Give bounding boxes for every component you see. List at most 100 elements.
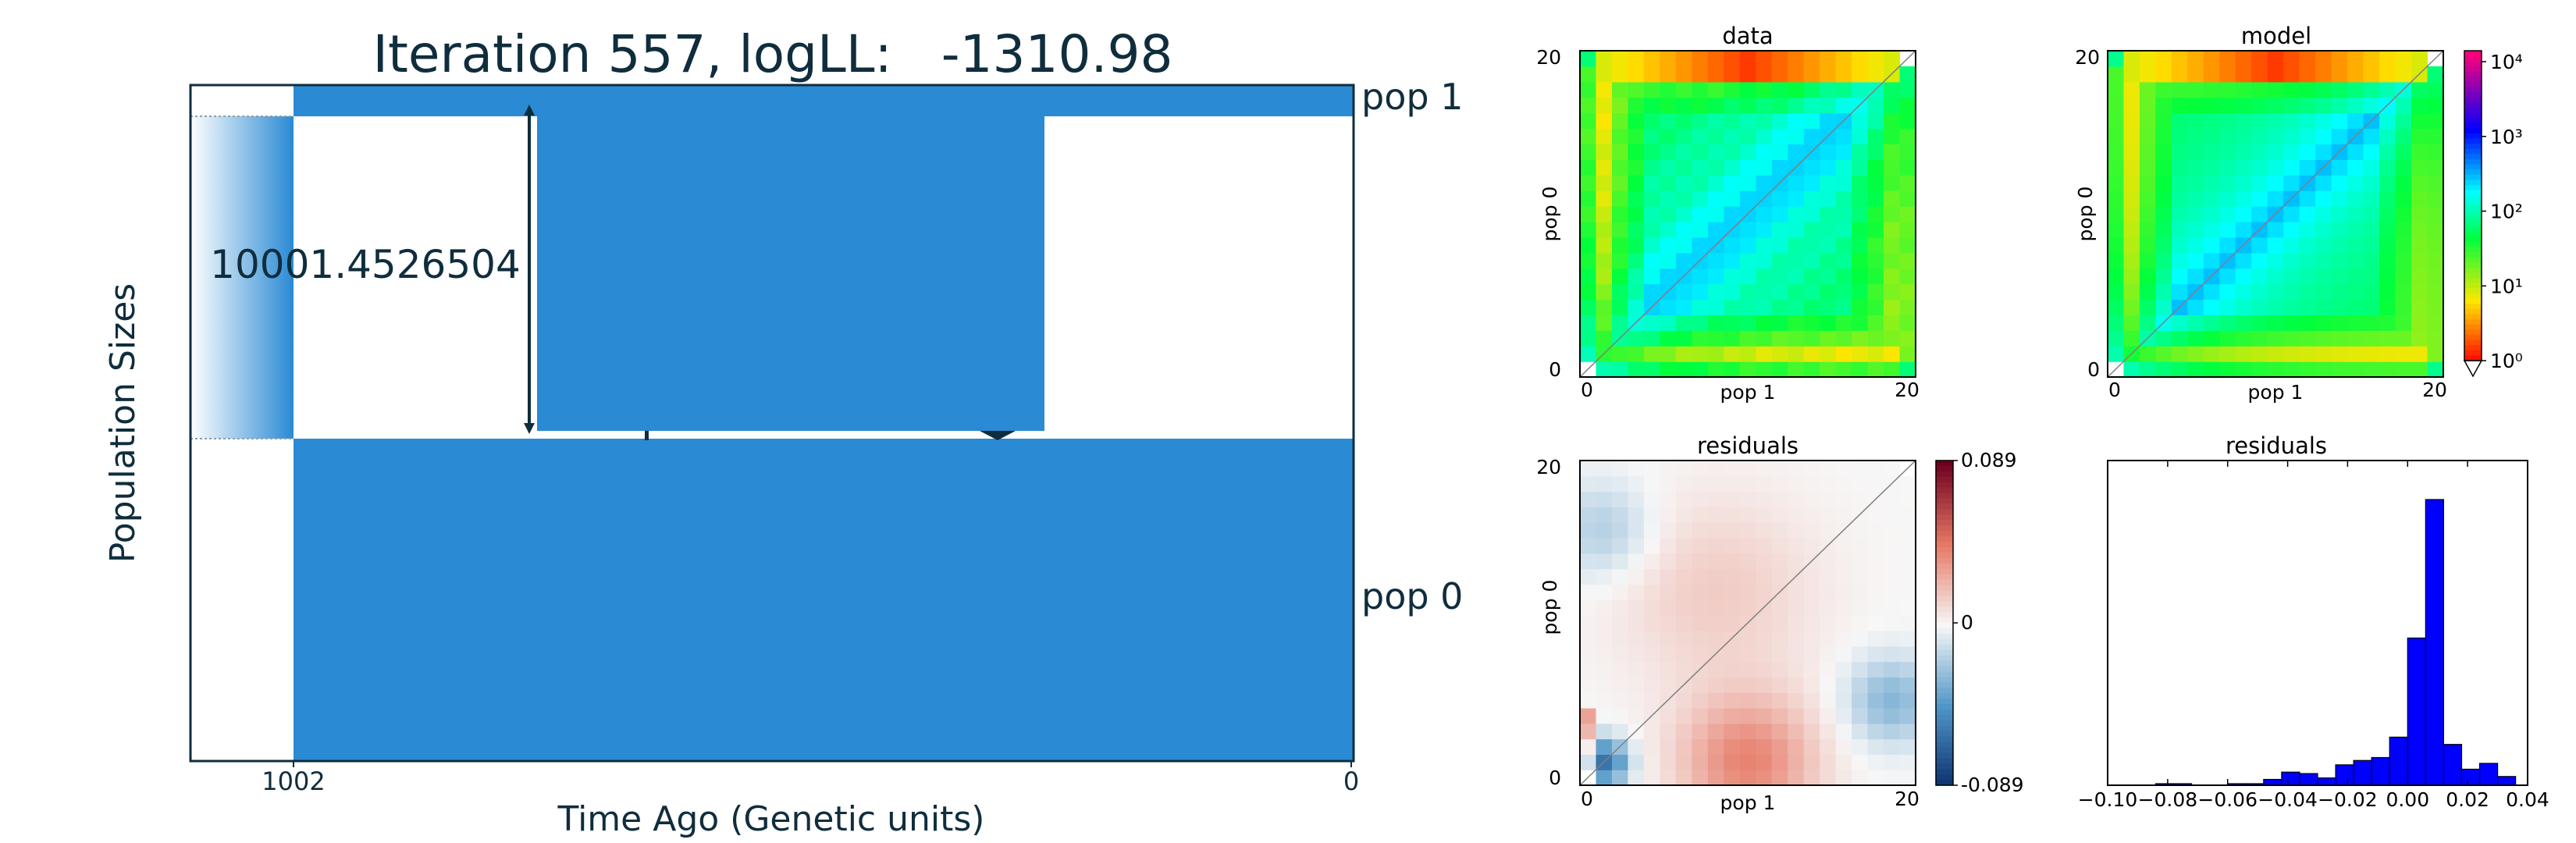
heatmap-cell	[1643, 112, 1660, 130]
heatmap-cell	[1580, 661, 1597, 678]
heatmap-cell	[1867, 315, 1884, 331]
heatmap-cell	[2267, 361, 2284, 378]
heatmap-cell	[2139, 206, 2157, 222]
heatmap-cell	[1899, 646, 1916, 663]
heatmap-cell	[1803, 584, 1820, 600]
heatmap-cell	[1867, 346, 1884, 362]
heatmap-cell	[1596, 252, 1613, 269]
heatmap-cell	[1739, 159, 1756, 176]
heatmap-cell	[1596, 206, 1613, 222]
heatmap-cell	[1643, 190, 1660, 207]
heatmap-cell	[1611, 206, 1629, 222]
heatmap-cell	[1884, 51, 1901, 67]
heatmap-cell	[2363, 81, 2380, 98]
heatmap-cell	[1835, 330, 1852, 347]
heatmap-cell	[2187, 190, 2204, 207]
heatmap-cell	[1739, 475, 1756, 493]
heatmap-cells	[2108, 51, 2444, 378]
heatmap-cell	[1628, 190, 1645, 207]
heatmap-cell	[2315, 237, 2332, 254]
heatmap-cell	[2427, 144, 2444, 160]
heatmap-cell	[1675, 522, 1692, 539]
heatmap-cell	[2315, 190, 2332, 207]
heatmap-cell	[1899, 584, 1916, 600]
heatmap-cell	[1867, 159, 1884, 176]
heatmap-cell	[1692, 221, 1709, 238]
heatmap-cell	[2235, 144, 2252, 160]
heatmap-cell	[1803, 237, 1820, 254]
heatmap-cell	[1852, 599, 1869, 616]
heatmap-cell	[1596, 615, 1613, 631]
heatmap-cell	[2155, 252, 2172, 269]
heatmap-cell	[2139, 346, 2157, 362]
heatmap-cell	[2379, 144, 2396, 160]
heatmap-cell	[1788, 346, 1805, 362]
heatmap-cell	[1596, 81, 1613, 98]
heatmap-cell	[1660, 221, 1677, 238]
heatmap-cell	[1660, 81, 1677, 98]
histogram-x-ticks: −0.10 −0.08 −0.06 −0.04 −0.02 0.00 0.02 0.04	[2078, 461, 2549, 811]
heatmap-cell	[1675, 491, 1692, 508]
heatmap-cell	[2331, 346, 2348, 362]
heatmap-cell	[2395, 283, 2412, 301]
heatmap-cell	[2347, 66, 2364, 83]
heatmap-cell	[1628, 599, 1645, 616]
heatmap-cell	[1820, 346, 1837, 362]
colorbar-segment	[2464, 267, 2482, 274]
heatmap-cell	[1580, 221, 1597, 238]
heatmap-cell	[1803, 692, 1820, 709]
heatmap-cell	[1771, 252, 1788, 269]
heatmap-cell	[2395, 237, 2412, 254]
heatmap-cell	[2235, 330, 2252, 347]
heatmap-cell	[1580, 252, 1597, 269]
colorbar-segment	[2464, 118, 2482, 124]
heatmap-cell	[1580, 237, 1597, 254]
heatmap-cell	[1611, 723, 1629, 740]
heatmap-cell	[2347, 51, 2364, 67]
heatmap-cell	[1803, 630, 1820, 647]
heatmap-cell	[1803, 112, 1820, 130]
heatmap-cell	[1707, 268, 1724, 285]
heatmap-cell	[2427, 330, 2444, 347]
heatmap-cell	[2203, 175, 2220, 191]
heatmap-cell	[1675, 754, 1692, 770]
heatmap-cell	[1756, 112, 1773, 130]
heatmap-cell	[1803, 66, 1820, 83]
heatmap-cell	[1692, 283, 1709, 301]
heatmap-cell	[1788, 330, 1805, 347]
heatmap-cell	[1692, 475, 1709, 493]
heatmap-cell	[2315, 268, 2332, 285]
colorbar-segment	[1936, 688, 1953, 694]
colorbar-tick-label: 10³	[2490, 126, 2523, 148]
heatmap-cell	[1771, 159, 1788, 176]
heatmap-cell	[2267, 252, 2284, 269]
heatmap-cell	[2331, 315, 2348, 331]
heatmap-cell	[2203, 237, 2220, 254]
residual-histogram-panel: residuals −0.10 −0.08 −0.06 −0.04 −0.02 0.00 0…	[2078, 432, 2549, 811]
heatmap-cell	[2155, 221, 2172, 238]
heatmap-cell	[1611, 81, 1629, 98]
heatmap-cell	[1739, 81, 1756, 98]
heatmap-cell	[1660, 97, 1677, 114]
heatmap-cell	[2379, 283, 2396, 301]
colorbar-segment	[1936, 487, 1953, 494]
heatmap-cell	[2395, 175, 2412, 191]
colorbar-segment	[2464, 55, 2482, 62]
heatmap-cell	[1884, 144, 1901, 160]
heatmap-cell	[2267, 81, 2284, 98]
heatmap-cell	[1724, 754, 1741, 770]
colorbar-segment	[1936, 471, 1953, 478]
heatmap-cell	[2139, 51, 2157, 67]
heatmap-cell	[1788, 553, 1805, 570]
heatmap-cell	[1692, 81, 1709, 98]
heatmap-cell	[1580, 723, 1597, 740]
colorbar-segment	[2464, 123, 2482, 129]
heatmap-cell	[1692, 630, 1709, 647]
heatmap-cell	[2267, 159, 2284, 176]
heatmap-cell	[1596, 538, 1613, 554]
heatmap-cell	[1788, 268, 1805, 285]
heatmap-cell	[1739, 630, 1756, 647]
heatmap-cell	[2363, 190, 2380, 207]
heatmap-cell	[1835, 491, 1852, 508]
heatmap-cell	[1628, 522, 1645, 539]
